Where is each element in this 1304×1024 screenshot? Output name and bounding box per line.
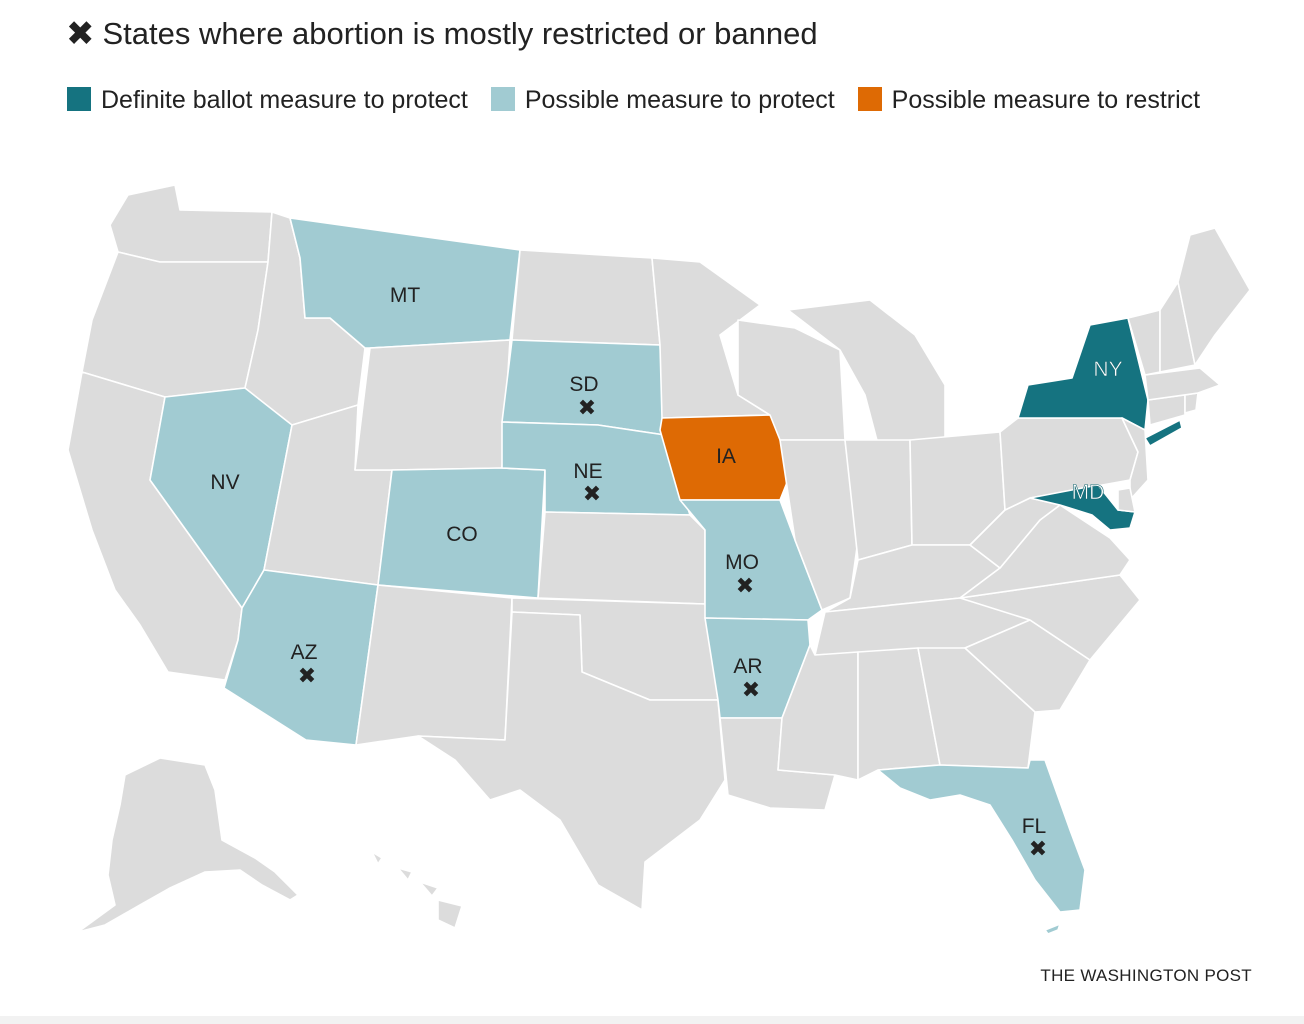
state-label-ar: AR (733, 655, 762, 678)
legend-item-definite-protect: Definite ballot measure to protect (67, 80, 468, 120)
restricted-x-icon: ✖ (66, 15, 95, 53)
state-ks (537, 511, 706, 605)
state-sc (964, 619, 1091, 713)
state-mo (679, 499, 823, 621)
restricted-x-icon-fl: ✖ (1029, 837, 1047, 862)
state-nm (355, 584, 513, 746)
state-ri (1184, 392, 1199, 414)
state-ny (1017, 317, 1149, 431)
restricted-x-icon-ne: ✖ (583, 482, 601, 507)
bottom-band (0, 1016, 1304, 1024)
state-label-ne: NE (573, 460, 602, 483)
restricted-x-icon-ar: ✖ (742, 678, 760, 703)
state-or (81, 251, 269, 398)
legend-label: Possible measure to restrict (891, 86, 1201, 114)
state-label-sd: SD (569, 373, 598, 396)
source-credit: THE WASHINGTON POST (1040, 966, 1252, 985)
restricted-markers: ✖ ✖ ✖ ✖ ✖ ✖ (298, 396, 1047, 862)
map-title: ✖ States where abortion is mostly restri… (66, 14, 818, 54)
state-wa (109, 184, 273, 263)
restricted-x-icon-sd: ✖ (578, 396, 596, 421)
state-me (1177, 227, 1251, 366)
state-label-az: AZ (291, 641, 318, 664)
state-md (1029, 484, 1136, 531)
state-labels: MT SD NE NV CO AZ MO AR FL IA NY MD (210, 284, 1122, 838)
state-ma (1144, 367, 1221, 401)
us-map: MT SD NE NV CO AZ MO AR FL IA NY MD ✖ ✖ … (67, 184, 1251, 935)
state-de (1117, 487, 1136, 513)
state-label-mo: MO (725, 551, 759, 574)
state-label-ia: IA (716, 445, 736, 468)
state-label-mt: MT (390, 284, 420, 307)
legend-label: Definite ballot measure to protect (101, 86, 468, 114)
state-co (377, 467, 546, 599)
state-tx (417, 611, 726, 911)
restricted-x-icon-az: ✖ (298, 664, 316, 689)
state-fl-keys (1044, 923, 1061, 935)
state-ga (917, 647, 1036, 769)
legend-swatch (857, 87, 882, 111)
legend-swatch (490, 87, 515, 111)
state-label-ny: NY (1093, 358, 1122, 381)
title-text: States where abortion is mostly restrict… (102, 16, 818, 51)
state-wy (354, 339, 511, 471)
state-ak (77, 757, 299, 933)
state-label-nv: NV (210, 471, 239, 494)
legend: Definite ballot measure to protect Possi… (67, 80, 1217, 120)
state-label-fl: FL (1022, 815, 1047, 838)
state-nd (511, 249, 661, 346)
state-fl (877, 759, 1086, 913)
state-label-co: CO (446, 523, 478, 546)
legend-label: Possible measure to protect (524, 86, 835, 114)
state-hi (371, 851, 463, 929)
state-label-md: MD (1072, 481, 1105, 504)
legend-swatch (67, 87, 91, 111)
legend-item-possible-protect: Possible measure to protect (490, 80, 835, 120)
state-ny-li (1144, 419, 1183, 447)
restricted-x-icon-mo: ✖ (736, 574, 754, 599)
legend-item-possible-restrict: Possible measure to restrict (857, 80, 1201, 120)
